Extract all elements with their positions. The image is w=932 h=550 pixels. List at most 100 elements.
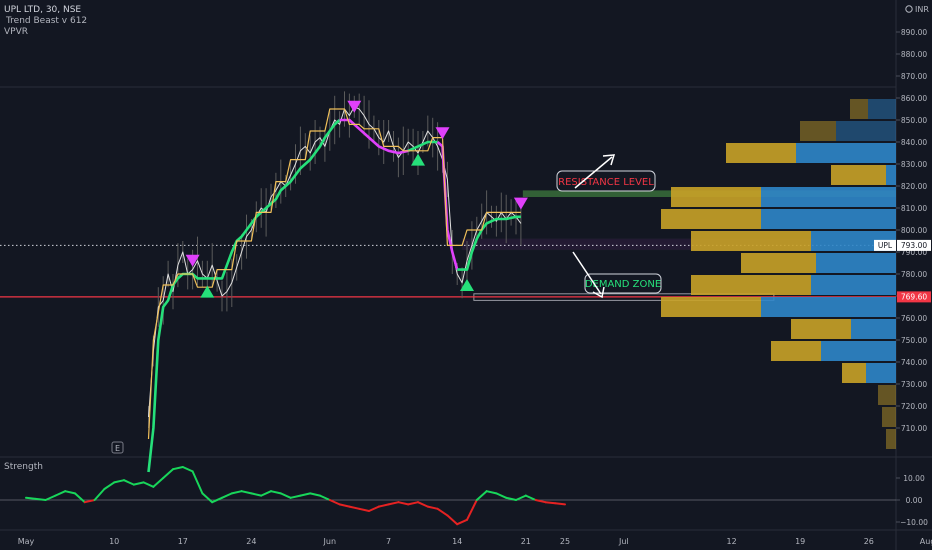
- strength-tick-label: 10.00: [903, 474, 925, 483]
- strength-segment: [348, 505, 361, 510]
- last-price-value: 793.00: [901, 241, 927, 250]
- time-tick-label: 19: [795, 537, 805, 546]
- strength-segment: [328, 499, 341, 506]
- symbol-title[interactable]: UPL LTD, 30, NSE: [4, 5, 81, 15]
- currency-label: INR: [915, 5, 929, 14]
- series-trend-green[interactable]: [407, 140, 438, 152]
- earnings-marker-label: E: [115, 444, 120, 453]
- last-price-symbol: UPL: [878, 241, 893, 250]
- sell-signal-icon[interactable]: [435, 127, 450, 140]
- resistance-annotation[interactable]: RESISTANCE LEVEL: [556, 154, 656, 192]
- volume-profile-up-bar: [661, 209, 761, 229]
- series-trend-green[interactable]: [147, 119, 341, 473]
- price-tick-label: 760.00: [901, 314, 927, 323]
- last-price-symbol-bg: [874, 239, 896, 251]
- demand-arrow: [572, 251, 602, 295]
- series-step[interactable]: [147, 108, 521, 440]
- indicator-vpvr[interactable]: VPVR: [4, 27, 28, 37]
- strength-segment: [387, 501, 400, 506]
- volume-profile: [661, 99, 896, 449]
- strength-segment: [162, 468, 174, 479]
- time-tick-label: 14: [452, 537, 462, 546]
- price-tick-label: 710.00: [901, 424, 927, 433]
- earnings-marker[interactable]: E: [111, 441, 124, 454]
- sell-signal-icon[interactable]: [347, 100, 362, 113]
- series-trend-magenta[interactable]: [436, 141, 459, 270]
- strength-title[interactable]: Strength: [4, 462, 43, 472]
- strength-segment: [191, 470, 204, 495]
- volume-profile-up-bar: [831, 165, 886, 185]
- strength-segment: [152, 477, 165, 488]
- strength-segment: [534, 499, 547, 504]
- strength-segment: [25, 496, 37, 500]
- resistance-label: RESISTANCE LEVEL: [558, 177, 654, 188]
- strength-segment: [466, 499, 478, 521]
- strength-tick-label: −10.00: [900, 518, 928, 527]
- volume-profile-up-bar: [791, 319, 851, 339]
- strength-segment: [338, 503, 351, 508]
- time-tick-label: 10: [109, 537, 119, 546]
- volume-profile-down-bar: [821, 341, 896, 361]
- time-tick-label: 21: [521, 537, 531, 546]
- volume-profile-down-bar: [811, 275, 896, 295]
- strength-segment: [221, 492, 233, 499]
- strength-segment: [123, 479, 135, 486]
- strength-segment: [407, 501, 419, 506]
- sell-signal-icon[interactable]: [513, 197, 528, 210]
- strength-segment: [64, 490, 76, 495]
- strength-segment: [495, 492, 508, 499]
- earnings-marker-box: [111, 441, 124, 454]
- strength-segment: [524, 494, 537, 501]
- strength-segment: [436, 507, 449, 517]
- strength-segment: [475, 490, 488, 501]
- volume-profile-up-bar: [741, 253, 816, 273]
- volume-profile-up-bar: [850, 99, 868, 119]
- volume-profile-up-bar: [691, 231, 811, 251]
- buy-signal-icon[interactable]: [411, 153, 425, 166]
- strength-segment: [485, 490, 498, 495]
- currency-dot-icon: [905, 5, 913, 13]
- last-price-badge: UPL 793.00: [874, 239, 931, 251]
- demand-annotation[interactable]: DEMAND ZONE: [572, 251, 662, 299]
- volume-profile-down-bar: [866, 363, 896, 383]
- price-tick-label: 780.00: [901, 270, 927, 279]
- time-tick-label: 25: [560, 537, 570, 546]
- strength-segment: [230, 490, 243, 495]
- indicator-trend-beast[interactable]: Trend Beast v 612: [5, 16, 87, 26]
- time-tick-label: Aug: [920, 537, 932, 546]
- strength-segment: [515, 494, 527, 501]
- volume-profile-up-bar: [661, 297, 761, 317]
- strength-segment: [426, 505, 439, 510]
- strength-segment: [289, 494, 302, 499]
- series-trend-magenta[interactable]: [339, 118, 409, 155]
- resistance-arrow: [574, 156, 613, 189]
- series-price[interactable]: [148, 106, 522, 418]
- volume-profile-down-bar: [886, 165, 896, 185]
- strength-segment: [103, 481, 116, 490]
- volume-profile-down-bar: [761, 297, 896, 317]
- volume-profile-down-bar: [761, 187, 896, 207]
- strength-segment: [172, 466, 184, 471]
- strength-segment: [260, 490, 272, 497]
- strength-segment: [93, 488, 106, 501]
- strength-segment: [201, 492, 214, 504]
- price-tick-label: 830.00: [901, 160, 927, 169]
- time-tick-label: May: [18, 537, 35, 546]
- strength-segment: [397, 501, 410, 506]
- volume-profile-down-bar: [851, 319, 896, 339]
- series-trend-green[interactable]: [457, 215, 521, 271]
- buy-signal-icon[interactable]: [200, 285, 215, 298]
- resistance-label-box: [556, 170, 656, 192]
- time-tick-label: 26: [864, 537, 874, 546]
- strength-segment: [54, 490, 67, 497]
- sell-signal-icon[interactable]: [185, 254, 200, 267]
- volume-profile-up-bar: [842, 363, 866, 383]
- strength-tick-label: 0.00: [906, 496, 923, 505]
- currency-selector[interactable]: INR: [905, 5, 930, 14]
- support-price-badge: 769.60: [897, 291, 931, 303]
- buy-signal-icon[interactable]: [460, 279, 474, 291]
- support-price-value: 769.60: [901, 292, 927, 301]
- strength-segment: [83, 499, 96, 504]
